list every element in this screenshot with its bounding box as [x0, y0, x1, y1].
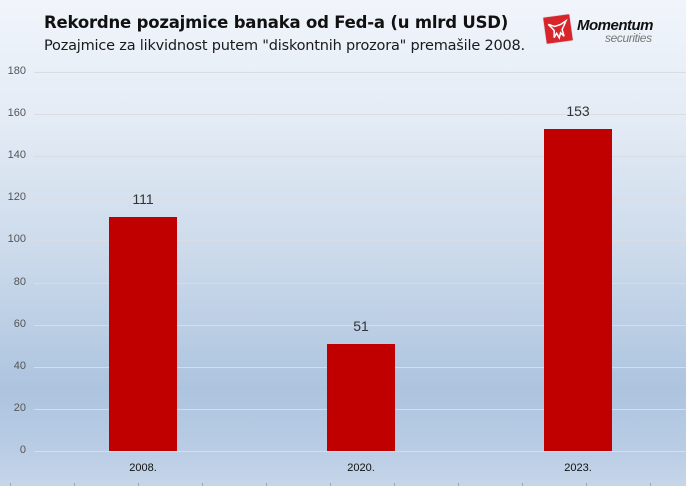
bottom-tick-mark [522, 483, 523, 486]
logo-name: Momentum [577, 17, 654, 34]
y-axis-tick-label: 40 [13, 360, 26, 372]
gridline [34, 156, 686, 157]
bottom-tick-mark [266, 483, 267, 486]
bull-logo-icon [543, 14, 573, 44]
momentum-securities-logo: Momentum securities [543, 14, 683, 48]
y-axis-tick-label: 0 [19, 444, 26, 456]
gridline [34, 325, 686, 326]
gridline [34, 240, 686, 241]
x-axis-category-label: 2023. [564, 462, 592, 474]
bottom-tick-mark [458, 483, 459, 486]
bottom-tick-mark [10, 483, 11, 486]
y-axis-tick-label: 80 [13, 276, 26, 288]
logo-subname: securities [605, 31, 652, 45]
bottom-tick-mark [202, 483, 203, 486]
bottom-tick-mark [394, 483, 395, 486]
bottom-tick-mark [586, 483, 587, 486]
y-axis-tick-label: 20 [13, 402, 26, 414]
gridline [34, 283, 686, 284]
y-axis-tick-label: 120 [7, 191, 26, 203]
chart-title: Rekordne pozajmice banaka od Fed-a (u ml… [44, 13, 509, 32]
bar-2020 [327, 344, 395, 451]
y-axis-tick-label: 180 [7, 65, 26, 77]
y-axis-tick-label: 100 [7, 233, 26, 245]
y-axis-tick-label: 140 [7, 149, 26, 161]
bar-value-label: 111 [132, 191, 154, 207]
x-axis-category-label: 2008. [129, 462, 157, 474]
gridline [34, 114, 686, 115]
bottom-tick-mark [138, 483, 139, 486]
bar-2023 [544, 129, 612, 451]
y-axis-tick-label: 160 [7, 107, 26, 119]
gridline [34, 72, 686, 73]
bar-value-label: 153 [566, 103, 590, 119]
gridline [34, 198, 686, 199]
chart-subtitle: Pozajmice za likvidnost putem "diskontni… [44, 38, 525, 54]
x-axis-category-label: 2020. [347, 462, 375, 474]
y-axis-tick-label: 60 [13, 318, 26, 330]
bar-2008 [109, 217, 177, 451]
gridline [34, 451, 686, 452]
bottom-tick-mark [650, 483, 651, 486]
bar-value-label: 51 [353, 318, 369, 334]
bottom-tick-mark [74, 483, 75, 486]
bottom-tick-mark [330, 483, 331, 486]
